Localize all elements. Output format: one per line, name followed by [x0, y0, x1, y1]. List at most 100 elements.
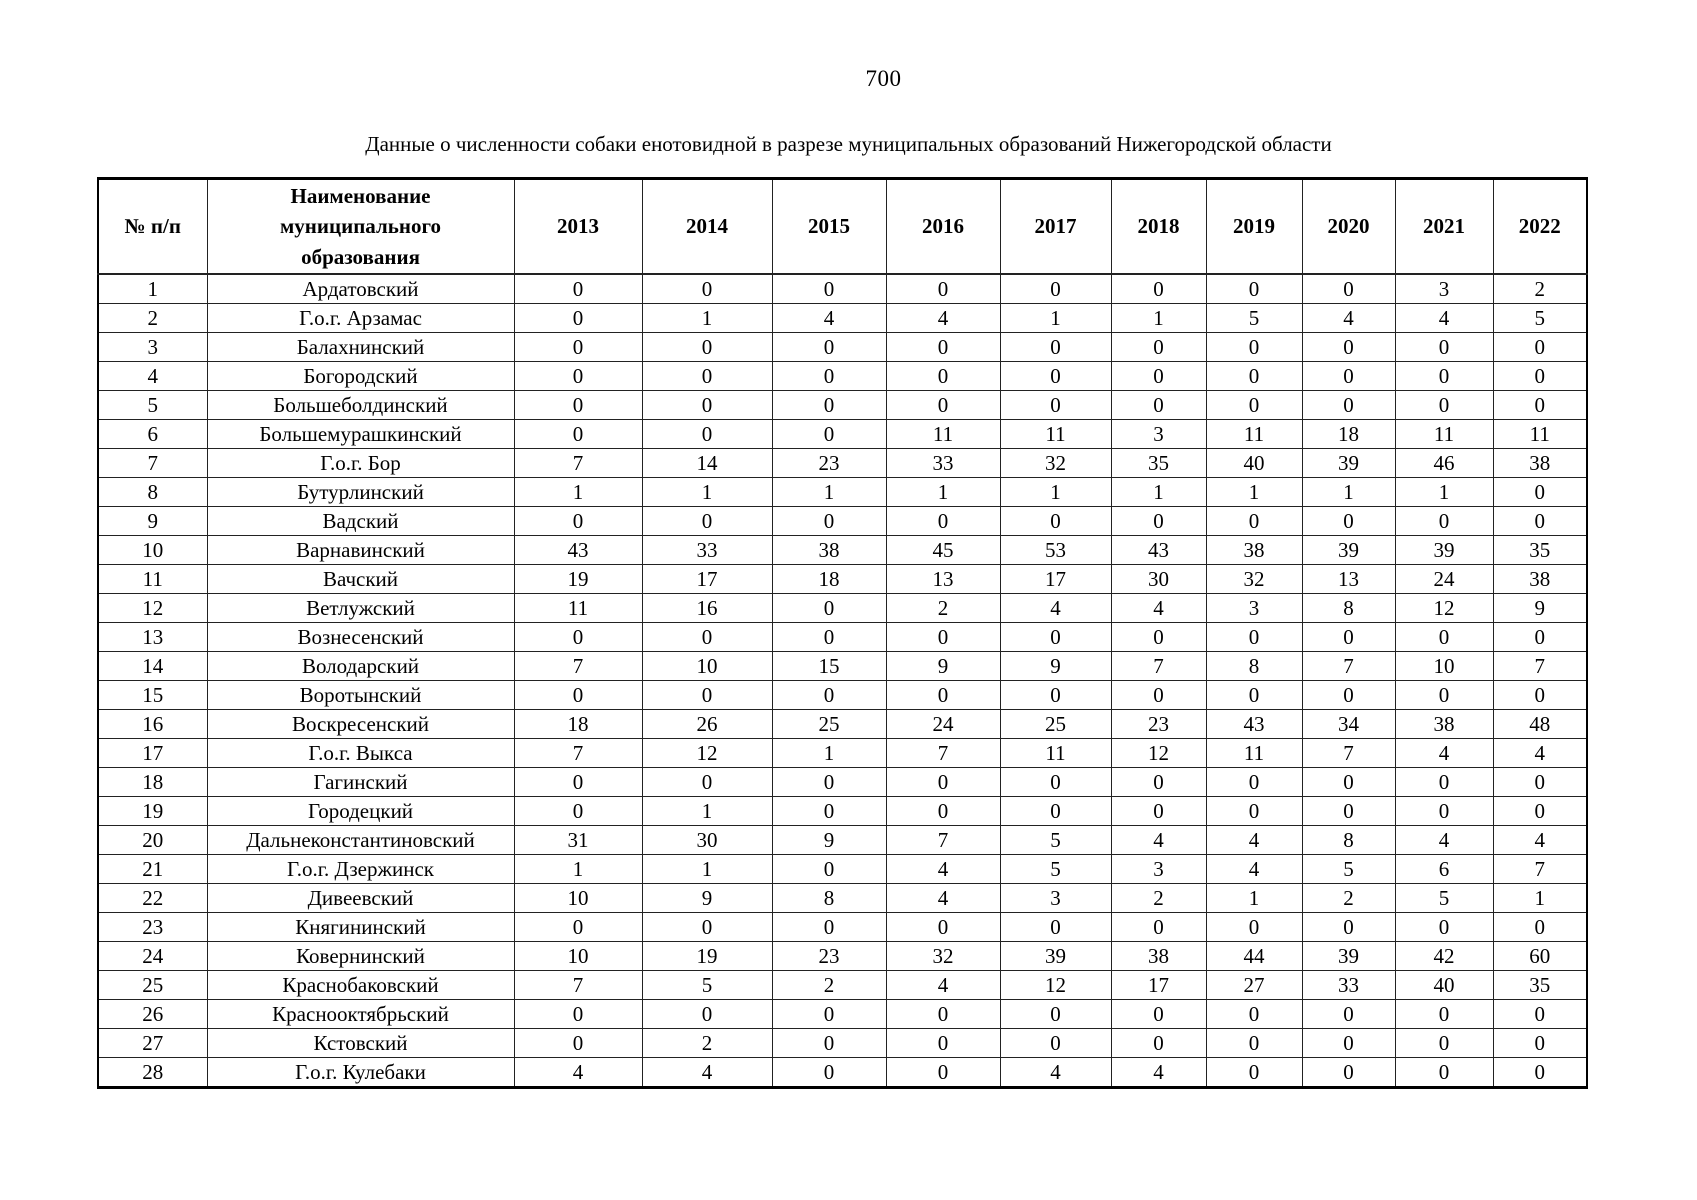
- municipality-counts-table: № п/п Наименование муниципального образо…: [97, 177, 1588, 1089]
- count-value-cell: 0: [1110, 506, 1207, 536]
- count-value-cell: 38: [771, 535, 887, 565]
- count-value-cell: 35: [1492, 535, 1588, 565]
- count-value-cell: 4: [1492, 738, 1588, 768]
- count-value-cell: 11: [1205, 419, 1303, 449]
- count-value-cell: 9: [771, 825, 887, 855]
- table-row: 5 Большеболдинский 0 0 0 0 0 0 0 0 0 0: [97, 390, 1588, 420]
- count-value-cell: 38: [1205, 535, 1303, 565]
- col-header-district-name: Наименование муниципального образования: [206, 178, 515, 275]
- count-value-cell: 8: [1301, 825, 1396, 855]
- count-value-cell: 0: [1110, 332, 1207, 362]
- count-value-cell: 4: [885, 303, 1001, 333]
- count-value-cell: 12: [1110, 738, 1207, 768]
- count-value-cell: 12: [641, 738, 773, 768]
- count-value-cell: 0: [1394, 680, 1494, 710]
- count-value-cell: 0: [1301, 912, 1396, 942]
- count-value-cell: 1: [999, 477, 1112, 507]
- count-value-cell: 44: [1205, 941, 1303, 971]
- row-number-cell: 8: [97, 477, 208, 507]
- count-value-cell: 9: [885, 651, 1001, 681]
- col-header-district-name-line: Наименование: [290, 183, 431, 208]
- count-value-cell: 0: [1205, 506, 1303, 536]
- count-value-cell: 0: [1301, 767, 1396, 797]
- count-value-cell: 0: [885, 332, 1001, 362]
- count-value-cell: 1: [885, 477, 1001, 507]
- count-value-cell: 0: [885, 390, 1001, 420]
- count-value-cell: 1: [1205, 477, 1303, 507]
- row-number-cell: 25: [97, 970, 208, 1000]
- district-name-cell: Княгининский: [206, 912, 515, 942]
- col-header-district-name-line: образования: [301, 244, 420, 269]
- count-value-cell: 0: [1394, 912, 1494, 942]
- row-number-cell: 21: [97, 854, 208, 884]
- district-name-cell: Г.о.г. Кулебаки: [206, 1057, 515, 1088]
- district-name-cell: Ветлужский: [206, 593, 515, 623]
- count-value-cell: 0: [1492, 1028, 1588, 1058]
- table-row: 19 Городецкий 0 1 0 0 0 0 0 0 0 0: [97, 796, 1588, 826]
- page-number: 700: [865, 66, 902, 91]
- count-value-cell: 3: [1110, 419, 1207, 449]
- count-value-cell: 0: [771, 854, 887, 884]
- count-value-cell: 0: [1205, 1028, 1303, 1058]
- count-value-cell: 0: [1110, 999, 1207, 1029]
- row-number-cell: 12: [97, 593, 208, 623]
- count-value-cell: 0: [513, 999, 643, 1029]
- count-value-cell: 0: [513, 506, 643, 536]
- count-value-cell: 33: [1301, 970, 1396, 1000]
- count-value-cell: 39: [1301, 535, 1396, 565]
- district-name-cell: Г.о.г. Выкса: [206, 738, 515, 768]
- count-value-cell: 2: [1301, 883, 1396, 913]
- count-value-cell: 26: [641, 709, 773, 739]
- row-number-cell: 28: [97, 1057, 208, 1088]
- count-value-cell: 0: [1301, 506, 1396, 536]
- table-row: 14 Володарский 7 10 15 9 9 7 8 7 10 7: [97, 651, 1588, 681]
- count-value-cell: 0: [885, 1057, 1001, 1088]
- count-value-cell: 13: [885, 564, 1001, 594]
- count-value-cell: 0: [999, 767, 1112, 797]
- count-value-cell: 32: [1205, 564, 1303, 594]
- table-row: 27 Кстовский 0 2 0 0 0 0 0 0 0 0: [97, 1028, 1588, 1058]
- count-value-cell: 7: [513, 970, 643, 1000]
- district-name-cell: Варнавинский: [206, 535, 515, 565]
- col-header-year: 2015: [771, 178, 887, 275]
- count-value-cell: 0: [1301, 1028, 1396, 1058]
- count-value-cell: 4: [1110, 825, 1207, 855]
- count-value-cell: 0: [1394, 1028, 1494, 1058]
- count-value-cell: 0: [1301, 999, 1396, 1029]
- table-row: 20 Дальнеконстантиновский 31 30 9 7 5 4 4 8 4 4: [97, 825, 1588, 855]
- count-value-cell: 2: [1110, 883, 1207, 913]
- count-value-cell: 30: [641, 825, 773, 855]
- district-name-cell: Бутурлинский: [206, 477, 515, 507]
- row-number-cell: 22: [97, 883, 208, 913]
- count-value-cell: 11: [1205, 738, 1303, 768]
- count-value-cell: 3: [1205, 593, 1303, 623]
- count-value-cell: 7: [885, 825, 1001, 855]
- row-number-cell: 10: [97, 535, 208, 565]
- count-value-cell: 0: [999, 1028, 1112, 1058]
- district-name-cell: Володарский: [206, 651, 515, 681]
- count-value-cell: 39: [1301, 941, 1396, 971]
- count-value-cell: 38: [1492, 448, 1588, 478]
- count-value-cell: 23: [771, 448, 887, 478]
- count-value-cell: 4: [885, 970, 1001, 1000]
- count-value-cell: 0: [1110, 796, 1207, 826]
- count-value-cell: 0: [1301, 622, 1396, 652]
- count-value-cell: 0: [1492, 767, 1588, 797]
- count-value-cell: 0: [885, 506, 1001, 536]
- count-value-cell: 1: [641, 854, 773, 884]
- col-header-year: 2021: [1394, 178, 1494, 275]
- count-value-cell: 0: [1110, 273, 1207, 304]
- count-value-cell: 0: [885, 912, 1001, 942]
- table-row: 18 Гагинский 0 0 0 0 0 0 0 0 0 0: [97, 767, 1588, 797]
- district-name-cell: Гагинский: [206, 767, 515, 797]
- count-value-cell: 14: [641, 448, 773, 478]
- count-value-cell: 11: [1394, 419, 1494, 449]
- count-value-cell: 5: [1301, 854, 1396, 884]
- district-name-cell: Дивеевский: [206, 883, 515, 913]
- count-value-cell: 17: [999, 564, 1112, 594]
- count-value-cell: 4: [885, 883, 1001, 913]
- count-value-cell: 4: [513, 1057, 643, 1088]
- count-value-cell: 0: [513, 419, 643, 449]
- count-value-cell: 0: [771, 332, 887, 362]
- count-value-cell: 10: [513, 941, 643, 971]
